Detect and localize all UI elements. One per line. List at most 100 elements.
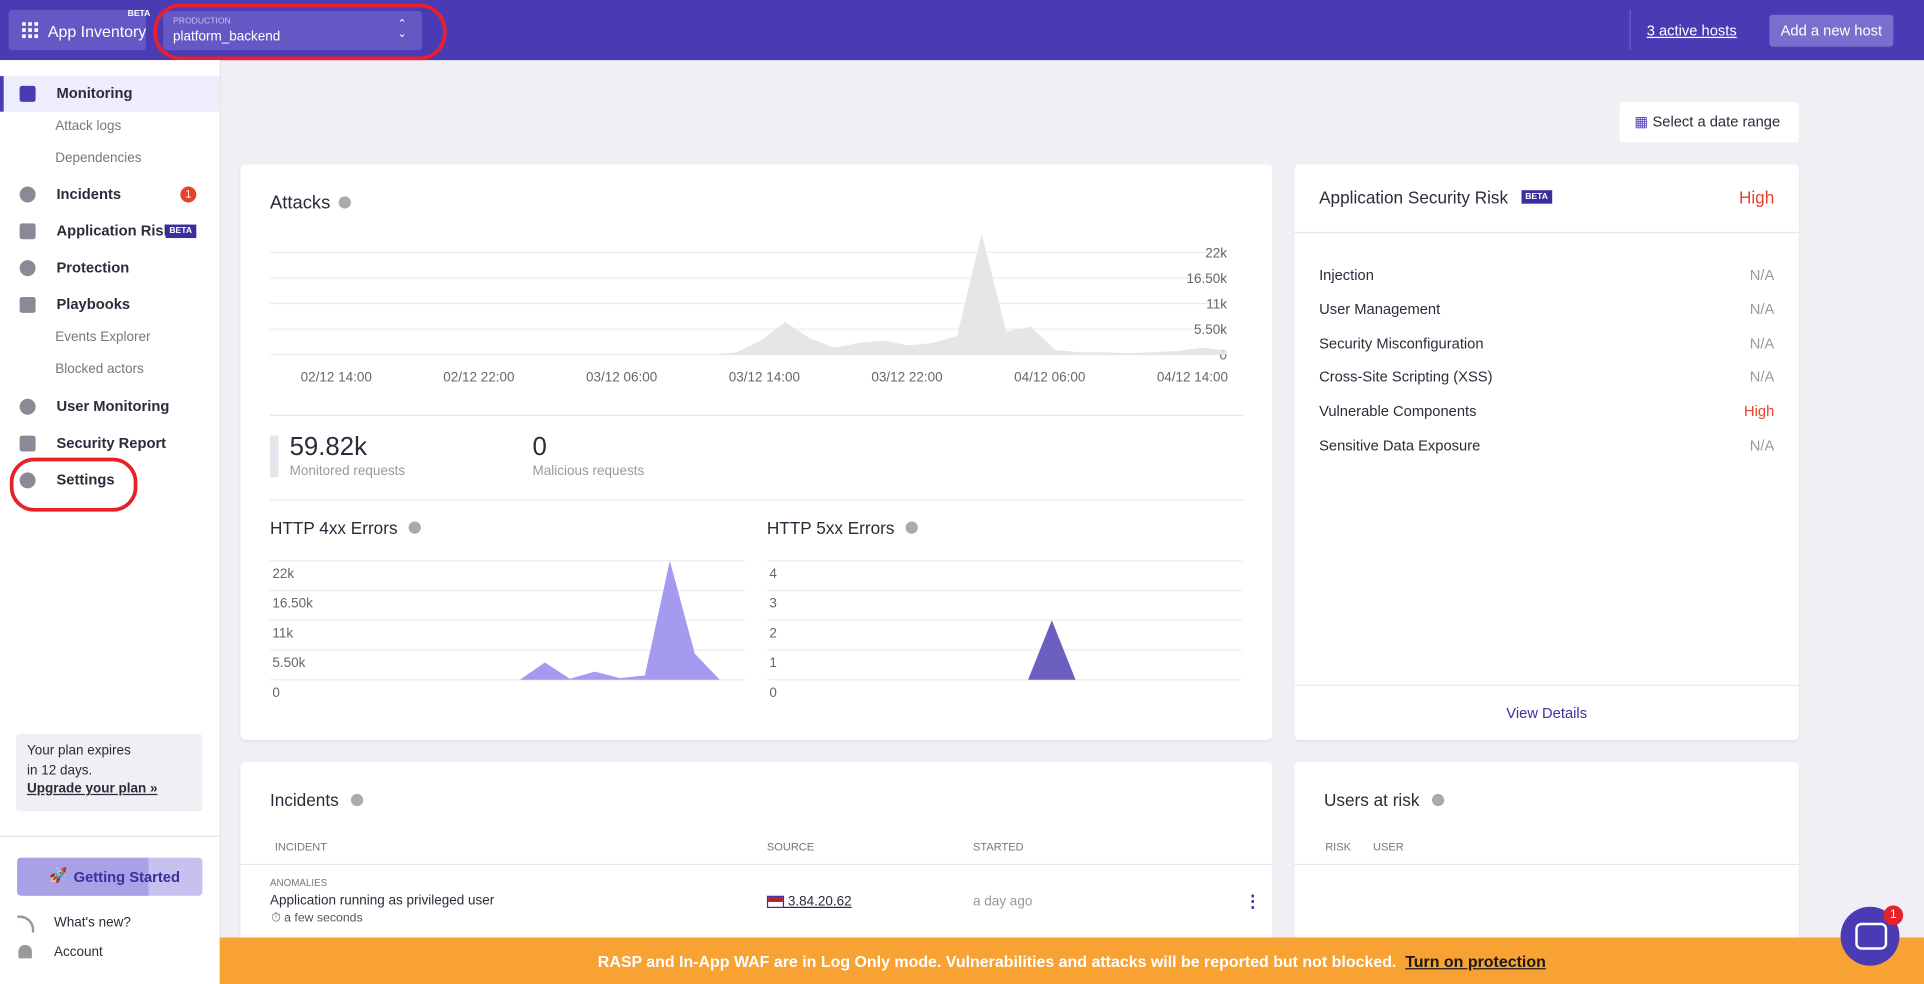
x-tick-label: 02/12 22:00 [443, 370, 514, 385]
source-ip: 3.84.20.62 [787, 894, 852, 910]
nav-icon [19, 85, 36, 102]
upgrade-link[interactable]: Upgrade your plan » [26, 781, 158, 797]
account-icon [18, 944, 32, 959]
account[interactable]: Account [53, 944, 103, 960]
y-tick-label: 0 [1220, 348, 1227, 363]
divider [1294, 231, 1799, 234]
app-label: App Inventory [47, 22, 147, 41]
incident-category: ANOMALIES [269, 877, 328, 889]
attacks-card [240, 164, 1273, 740]
env-selector[interactable] [163, 11, 423, 51]
nav-subitem[interactable]: Events Explorer [55, 330, 151, 345]
rss-icon [17, 915, 35, 933]
getting-started-label: Getting Started [73, 868, 180, 886]
risk-level: High [1738, 187, 1775, 208]
risk-value: N/A [1749, 436, 1775, 455]
view-details-link[interactable]: View Details [1506, 704, 1588, 722]
y-tick-label: 0 [272, 685, 280, 700]
card-title: HTTP 4xx Errors [269, 517, 398, 538]
beta-badge: BETA [165, 224, 196, 239]
stat-value: 0 [532, 433, 547, 462]
nav-icon [19, 472, 36, 489]
active-bar [0, 76, 4, 112]
y-tick-label: 16.50k [272, 596, 313, 611]
chat-badge: 1 [1883, 905, 1904, 926]
card-title: Users at risk [1323, 790, 1420, 810]
nav-item[interactable]: Playbooks [56, 295, 131, 313]
divider [1294, 863, 1799, 866]
x-tick-label: 03/12 14:00 [729, 370, 800, 385]
x-tick-label: 03/12 22:00 [871, 370, 942, 385]
nav-item[interactable]: Protection [56, 258, 130, 277]
banner [219, 937, 1924, 984]
risk-name: Security Misconfiguration [1319, 334, 1484, 352]
stat-value: 59.82k [289, 433, 367, 462]
nav-icon [19, 223, 36, 240]
nav-item[interactable]: Settings [56, 471, 115, 489]
card-title: Incidents [269, 790, 339, 810]
divider [1629, 9, 1631, 51]
column-header: USER [1373, 840, 1404, 853]
incident-started: a day ago [973, 894, 1033, 910]
card-title: HTTP 5xx Errors [766, 517, 895, 538]
y-tick-label: 0 [769, 685, 776, 700]
date-range-button[interactable]: ▦ Select a date range [1619, 101, 1799, 143]
banner-text: RASP and In-App WAF are in Log Only mode… [220, 952, 1924, 970]
risk-value: N/A [1749, 334, 1775, 352]
date-range-label: Select a date range [1652, 112, 1781, 131]
nav-item[interactable]: User Monitoring [56, 397, 170, 415]
incident-time-text: a few seconds [284, 911, 363, 926]
progress [17, 857, 149, 896]
plan-text: in 12 days. [26, 763, 93, 778]
calendar-icon: ▦ [1634, 112, 1649, 131]
divider [240, 863, 1273, 866]
stat-label[interactable]: Malicious requests [532, 463, 645, 479]
row-menu[interactable]: ⋮ [1244, 890, 1262, 911]
risk-name: Vulnerable Components [1319, 402, 1477, 420]
risk-value: N/A [1749, 300, 1775, 318]
nav-icon [19, 186, 36, 203]
nav-icon [19, 260, 36, 277]
banner-link[interactable]: Turn on protection [1405, 952, 1546, 971]
risk-card [1294, 164, 1799, 740]
plan-box [15, 733, 203, 812]
stat-bar [269, 435, 279, 478]
risk-name: Cross-Site Scripting (XSS) [1319, 368, 1493, 386]
nav-subitem[interactable]: Blocked actors [55, 361, 144, 377]
incident-time: ⏱ a few seconds [271, 911, 363, 926]
active-hosts-link[interactable]: 3 active hosts [1646, 22, 1737, 40]
x-tick-label: 04/12 14:00 [1157, 370, 1228, 385]
whats-new[interactable]: What's new? [53, 915, 131, 931]
y-tick-label: 4 [769, 566, 777, 581]
grid-icon [22, 22, 39, 39]
nav-subitem[interactable]: Dependencies [55, 150, 142, 166]
nav-item[interactable]: Monitoring [56, 84, 133, 102]
incident-name[interactable]: Application running as privileged user [269, 893, 495, 909]
nav-item[interactable]: Incidents [56, 185, 122, 203]
y-tick-label: 5.50k [272, 655, 305, 670]
y-tick-label: 5.50k [1194, 322, 1227, 337]
x-tick-label: 02/12 14:00 [301, 370, 372, 385]
divider [269, 499, 1243, 501]
nav-item[interactable]: Security Report [56, 434, 167, 452]
y-tick-label: 2 [769, 625, 776, 640]
beta-badge: BETA [127, 9, 151, 19]
incident-source[interactable]: 3.84.20.62 [766, 894, 852, 910]
y-tick-label: 1 [769, 655, 776, 670]
env-name: platform_backend [173, 29, 281, 45]
rocket-icon: 🚀 [49, 866, 68, 884]
banner-message: RASP and In-App WAF are in Log Only mode… [597, 952, 1397, 971]
nav-icon [19, 435, 36, 452]
y-tick-label: 16.50k [1187, 271, 1228, 286]
annotation-circle [153, 3, 447, 61]
risk-value: N/A [1749, 368, 1775, 386]
add-host-button[interactable]: Add a new host [1769, 14, 1894, 47]
nav-icon [19, 296, 36, 313]
y-tick-label: 11k [272, 625, 293, 640]
area [269, 233, 1228, 355]
nav-item[interactable]: Application Risk [56, 222, 172, 240]
y-tick-label: 22k [272, 566, 294, 581]
info-icons [338, 196, 1445, 807]
nav-subitem[interactable]: Attack logs [55, 119, 122, 134]
